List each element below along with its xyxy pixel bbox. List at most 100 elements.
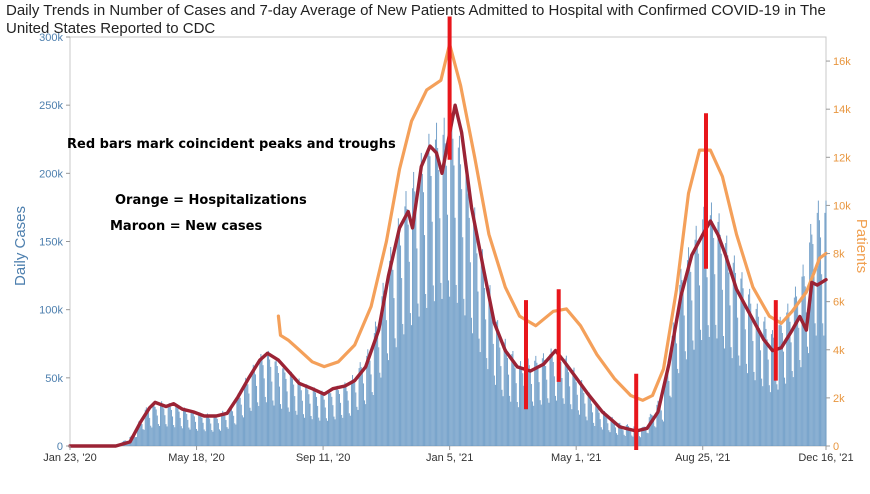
daily-case-bar [620, 424, 622, 446]
daily-case-bar [541, 358, 543, 446]
daily-case-bar [649, 413, 651, 446]
daily-case-bar [645, 428, 647, 446]
daily-case-bar [749, 288, 751, 446]
daily-case-bar [364, 400, 366, 446]
daily-case-bar [510, 401, 512, 446]
daily-case-bar [800, 367, 802, 446]
daily-case-bar [824, 212, 826, 446]
daily-case-bar [823, 335, 825, 446]
daily-case-bar [337, 390, 339, 446]
daily-case-bar [580, 381, 582, 446]
daily-case-bar [215, 417, 217, 446]
daily-case-bar [770, 334, 772, 446]
daily-case-bar [571, 409, 573, 446]
daily-case-bar [822, 323, 824, 446]
daily-case-bar [194, 421, 196, 446]
daily-case-bar [141, 424, 143, 446]
daily-case-bar [673, 325, 675, 446]
daily-case-bar [260, 354, 262, 446]
daily-case-bar [269, 359, 271, 446]
y-right-tick-label: 8k [833, 249, 845, 261]
daily-case-bar [172, 416, 174, 446]
daily-case-bar [517, 407, 519, 446]
daily-case-bar [367, 349, 369, 446]
daily-case-bar [200, 415, 202, 446]
daily-case-bar [643, 426, 645, 446]
daily-case-bar [525, 406, 527, 446]
daily-case-bar [456, 302, 458, 446]
daily-case-bar [518, 365, 520, 446]
daily-case-bar [486, 358, 488, 446]
daily-case-bar [479, 352, 481, 446]
daily-case-bar [419, 170, 421, 446]
daily-case-bar [341, 414, 343, 446]
daily-case-bar [458, 135, 460, 446]
daily-case-bar [761, 378, 763, 446]
daily-case-bar [150, 425, 152, 446]
daily-case-bar [464, 315, 466, 446]
daily-case-bar [742, 288, 744, 446]
daily-case-bar [393, 298, 395, 446]
daily-case-bar [540, 404, 542, 446]
daily-case-bar [786, 312, 788, 446]
daily-case-bar [658, 402, 660, 446]
daily-case-bar [710, 202, 712, 446]
daily-case-bar [816, 212, 818, 446]
daily-case-bar [813, 274, 815, 446]
daily-case-bar [698, 285, 700, 446]
daily-case-bar [763, 321, 765, 446]
daily-case-bar [576, 394, 578, 446]
daily-case-bar [758, 328, 760, 446]
daily-case-bar [674, 327, 676, 446]
daily-case-bar [695, 225, 697, 446]
daily-case-bar [199, 412, 201, 446]
daily-case-bar [380, 377, 382, 446]
daily-case-bar [793, 297, 795, 446]
daily-case-bar [766, 339, 768, 446]
daily-case-bar [253, 369, 255, 446]
daily-case-bar [290, 371, 292, 446]
daily-case-bar [790, 342, 792, 446]
daily-case-bar [647, 433, 649, 446]
daily-case-bar [585, 416, 587, 446]
daily-case-bar [403, 334, 405, 446]
daily-case-bar [400, 245, 402, 446]
daily-case-bar [769, 392, 771, 446]
daily-case-bar [368, 355, 370, 446]
daily-case-bar [562, 398, 564, 446]
daily-case-bar [506, 357, 508, 446]
daily-case-bar [372, 395, 374, 446]
daily-case-bar [613, 422, 615, 446]
y-right-tick-label: 14k [833, 104, 851, 116]
daily-case-bar [358, 368, 360, 446]
daily-case-bar [814, 323, 816, 446]
daily-case-bar [653, 419, 655, 446]
daily-case-bar [473, 213, 475, 446]
daily-case-bar [537, 368, 539, 446]
daily-case-bar [500, 366, 502, 446]
daily-case-bar [206, 413, 208, 446]
daily-case-bar [542, 353, 544, 446]
daily-case-bar [521, 367, 523, 446]
daily-case-bar [448, 280, 450, 446]
daily-case-bar [373, 333, 375, 446]
daily-case-bar [427, 152, 429, 446]
daily-case-bar [601, 429, 603, 446]
daily-case-bar [394, 338, 396, 446]
daily-case-bar [744, 329, 746, 446]
daily-case-bar [756, 303, 758, 446]
daily-case-bar [155, 409, 157, 446]
daily-case-bar [586, 420, 588, 446]
daily-case-bar [416, 248, 418, 446]
daily-case-bar [502, 396, 504, 446]
daily-case-bar [179, 417, 181, 446]
daily-case-bar [434, 139, 436, 446]
daily-case-bar [560, 361, 562, 446]
daily-case-bar [157, 423, 159, 446]
daily-case-bar [755, 308, 757, 446]
daily-case-bar [718, 213, 720, 446]
daily-case-bar [796, 296, 798, 446]
daily-case-bar [140, 421, 142, 446]
daily-case-bar [546, 379, 548, 446]
daily-case-bar [670, 397, 672, 446]
